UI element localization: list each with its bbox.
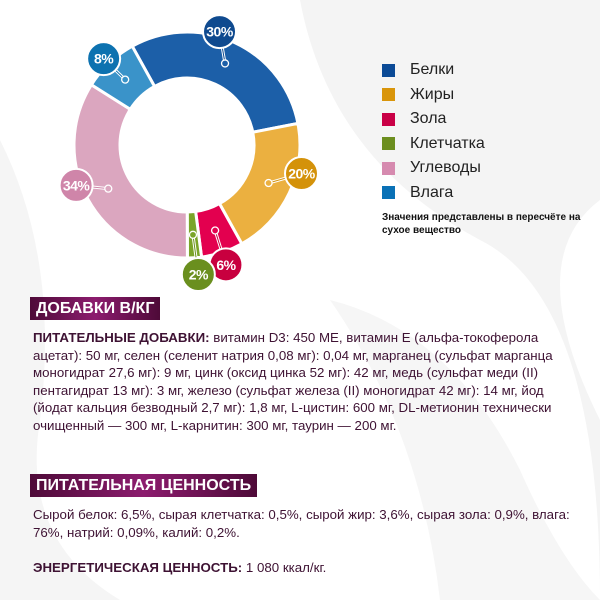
legend-item: Жиры <box>382 83 485 108</box>
data-label: 6% <box>216 257 236 273</box>
data-label: 30% <box>206 24 234 40</box>
legend-item: Зола <box>382 107 485 132</box>
data-label: 8% <box>94 51 114 67</box>
legend-label: Зола <box>410 110 447 128</box>
data-label: 2% <box>189 267 209 283</box>
label-anchor-dot <box>210 226 220 235</box>
legend-swatch <box>382 63 395 77</box>
energy-lead: ЭНЕРГЕТИЧЕСКАЯ ЦЕННОСТЬ: <box>33 560 243 575</box>
legend-swatch <box>382 186 395 200</box>
data-label-bubble <box>86 41 122 77</box>
supplements-text: ПИТАТЕЛЬНЫЕ ДОБАВКИ: витамин D3: 450 МЕ,… <box>33 329 573 435</box>
data-label: 20% <box>288 166 316 182</box>
legend-item: Клетчатка <box>382 132 485 157</box>
label-anchor-dot <box>220 59 230 68</box>
energy-text: ЭНЕРГЕТИЧЕСКАЯ ЦЕННОСТЬ: 1 080 ккал/кг. <box>33 559 573 577</box>
legend-note: Значения представлены в пересчёте на сух… <box>382 212 581 236</box>
data-label-bubble <box>58 167 94 203</box>
data-label-bubble <box>180 257 216 290</box>
legend-item: Влага <box>382 181 485 206</box>
label-anchor-dot <box>264 178 273 188</box>
legend-label: Влага <box>410 183 454 201</box>
legend-label: Углеводы <box>410 159 481 177</box>
legend-swatch <box>382 112 395 126</box>
legend-item: Углеводы <box>382 156 485 181</box>
nutrition-title: ПИТАТЕЛЬНАЯ ЦЕННОСТЬ <box>30 474 258 497</box>
nutrition-text: Сырой белок: 6,5%, сырая клетчатка: 0,5%… <box>33 507 570 540</box>
supplements-body: витамин D3: 450 МЕ, витамин Е (альфа-ток… <box>33 330 553 433</box>
legend-item: Белки <box>382 58 485 83</box>
label-anchor-dot <box>121 75 130 84</box>
legend-swatch <box>382 137 395 151</box>
label-anchor-dot <box>104 184 113 193</box>
legend-swatch <box>382 161 395 175</box>
donut-segment-1 <box>130 30 300 134</box>
chart-legend: Белки Жиры Зола Клетчатка Углеводы Влага <box>382 58 485 205</box>
legend-label: Клетчатка <box>410 134 485 152</box>
energy-value: 1 080 ккал/кг. <box>242 560 327 575</box>
supplements-title: ДОБАВКИ В/КГ <box>30 297 161 320</box>
donut-segment-5 <box>72 82 189 260</box>
label-anchor-dot <box>188 230 198 239</box>
donut-chart: 30% 20% 6% 2% 34% 8% <box>58 14 319 290</box>
legend-label: Жиры <box>410 85 455 103</box>
legend-label: Белки <box>410 61 455 79</box>
data-label-bubble <box>202 14 238 50</box>
supplements-lead: ПИТАТЕЛЬНЫЕ ДОБАВКИ: <box>33 330 210 345</box>
data-label-bubble <box>283 156 319 192</box>
data-label: 34% <box>63 177 91 193</box>
legend-swatch <box>382 88 395 102</box>
